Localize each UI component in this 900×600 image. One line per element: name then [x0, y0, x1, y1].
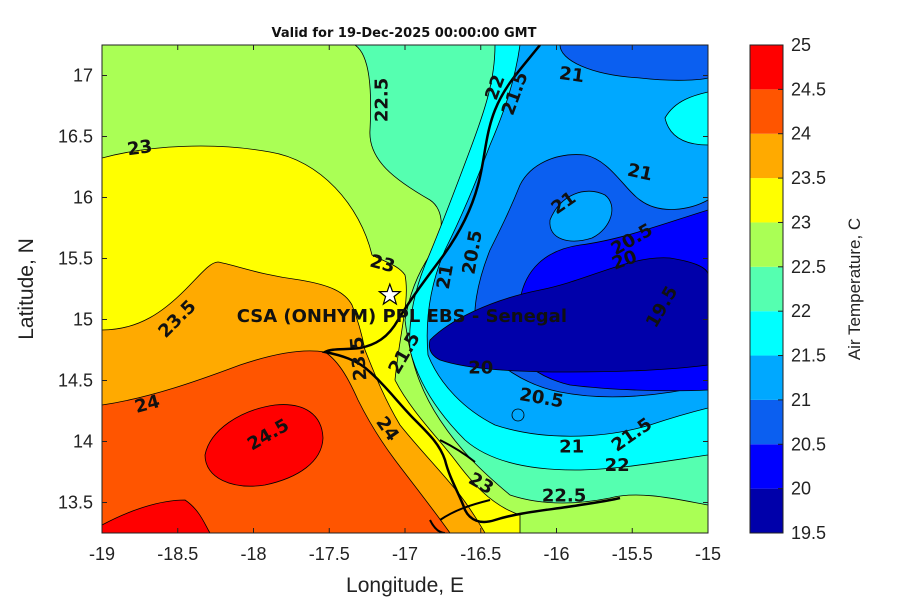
- y-tick-label: 16: [73, 188, 93, 208]
- colorbar-swatch: [750, 222, 783, 267]
- contour-label: 22.5: [542, 485, 586, 506]
- site-star-icon: [377, 282, 402, 306]
- contour-label: 21: [559, 437, 584, 458]
- cool-spot: [511, 408, 525, 422]
- temperature-field: [102, 45, 708, 533]
- x-tick-label: -16.5: [460, 544, 501, 564]
- x-tick-label: -18.5: [157, 544, 198, 564]
- contour-label: 23.5: [347, 336, 372, 382]
- band-21.5-22-pocket: [664, 91, 708, 146]
- x-tick-label: -15: [695, 544, 721, 564]
- colorbar-swatch: [750, 444, 783, 489]
- band-24.5-25: [204, 404, 324, 487]
- contour-label: 22: [605, 455, 630, 476]
- y-tick-label: 13.5: [58, 493, 93, 513]
- x-axis-ticks: -19 -18.5 -18 -17.5 -17 -16.5 -16 -15.5 -15: [89, 45, 721, 564]
- x-tick-label: -18: [240, 544, 266, 564]
- x-tick-label: -19: [89, 544, 115, 564]
- colorbar-tick-label: 22.5: [791, 257, 826, 277]
- x-tick-label: -17.5: [309, 544, 350, 564]
- contour-label: 23: [126, 136, 154, 160]
- band-19.5-20: [428, 257, 708, 373]
- colorbar-swatch: [750, 399, 783, 445]
- site-label: CSA (ONHYM) PPL EBS - Senegal: [237, 306, 567, 327]
- contour-label: 21: [625, 160, 654, 186]
- contour-label: 22.5: [371, 78, 392, 122]
- y-tick-label: 15.5: [58, 249, 93, 269]
- coastline: [321, 45, 621, 524]
- x-axis-label: Longitude, E: [346, 574, 464, 597]
- chart-title: Valid for 19-Dec-2025 00:00:00 GMT: [272, 26, 537, 41]
- colorbar-tick-label: 19.5: [791, 523, 826, 543]
- colorbar-tick-label: 21.5: [791, 346, 826, 366]
- colorbar-tick-label: 21: [791, 390, 811, 410]
- colorbar-tick-label: 24.5: [791, 79, 826, 99]
- site-marker-group: CSA (ONHYM) PPL EBS - Senegal: [237, 282, 567, 327]
- colorbar-swatch: [750, 45, 783, 90]
- colorbar-swatch: [750, 355, 783, 400]
- y-tick-label: 16.5: [58, 127, 93, 147]
- colorbar-tick-label: 22: [791, 301, 811, 321]
- x-tick-label: -15.5: [612, 544, 653, 564]
- contour-label: 21: [558, 63, 586, 87]
- y-axis-ticks: 13.5 14 14.5 15 15.5 16 16.5 17: [58, 66, 708, 513]
- colorbar-tick-label: 25: [791, 35, 811, 55]
- colorbar-tick-label: 24: [791, 124, 811, 144]
- band-21-21.5-pocket: [549, 190, 613, 242]
- colorbar-tick-label: 23: [791, 212, 811, 232]
- colorbar-swatch: [750, 488, 783, 533]
- colorbar: 19.5 20 20.5 21 21.5 22 22.5 23 23.5 24 24.5 25: [749, 35, 826, 543]
- colorbar-tick-label: 20: [791, 479, 811, 499]
- contour-label: 21: [433, 263, 458, 291]
- colorbar-frame: [749, 44, 784, 534]
- colorbar-swatch: [750, 178, 783, 223]
- colorbar-swatch: [750, 266, 783, 312]
- colorbar-label: Air Temperature, C: [845, 218, 864, 360]
- band-24.5-25-sw: [102, 499, 211, 533]
- x-tick-label: -16: [543, 544, 569, 564]
- colorbar-tick-label: 23.5: [791, 168, 826, 188]
- y-tick-label: 17: [73, 66, 93, 86]
- colorbar-swatch: [750, 89, 783, 134]
- colorbar-tick-label: 20.5: [791, 434, 826, 454]
- y-axis-label: Latitude, N: [15, 238, 38, 340]
- contour-label: 20: [468, 357, 493, 378]
- y-tick-label: 14: [73, 432, 93, 452]
- x-tick-label: -17: [392, 544, 418, 564]
- colorbar-swatch: [750, 133, 783, 179]
- colorbar-swatch: [750, 311, 783, 356]
- y-tick-label: 14.5: [58, 371, 93, 391]
- y-tick-label: 15: [73, 310, 93, 330]
